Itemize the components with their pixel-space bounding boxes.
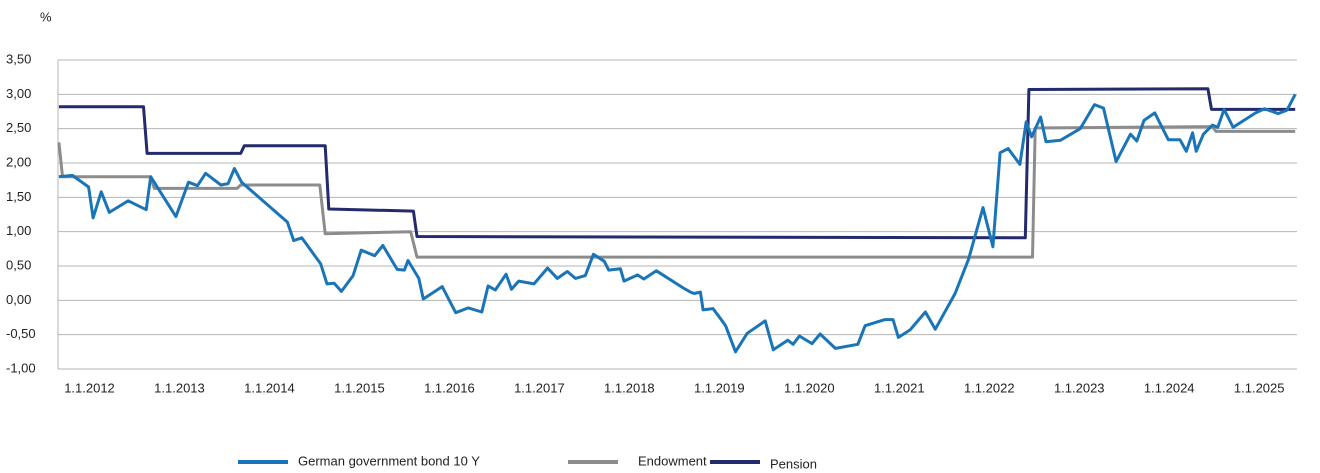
x-tick-label: 1.1.2015 (334, 380, 385, 395)
x-tick-label: 1.1.2019 (694, 380, 745, 395)
legend-label: Pension (770, 456, 817, 471)
y-tick-label: -1,00 (6, 360, 36, 375)
x-tick-label: 1.1.2016 (424, 380, 475, 395)
y-tick-label: 3,00 (6, 86, 31, 101)
y-tick-label: 2,50 (6, 120, 31, 135)
y-tick-label: 0,50 (6, 257, 31, 272)
y-tick-label: 3,50 (6, 51, 31, 66)
y-tick-label: 1,50 (6, 189, 31, 204)
x-tick-label: 1.1.2018 (604, 380, 655, 395)
x-tick-label: 1.1.2014 (244, 380, 295, 395)
x-tick-label: 1.1.2013 (154, 380, 205, 395)
x-tick-label: 1.1.2025 (1234, 380, 1285, 395)
y-tick-label: 2,00 (6, 154, 31, 169)
x-tick-label: 1.1.2021 (874, 380, 925, 395)
legend-label: Endowment (638, 453, 707, 468)
x-tick-label: 1.1.2017 (514, 380, 565, 395)
y-tick-label: -0,50 (6, 326, 36, 341)
y-axis-label: % (40, 9, 52, 24)
series-line (58, 87, 1296, 240)
x-tick-label: 1.1.2024 (1144, 380, 1195, 395)
legend-label: German government bond 10 Y (298, 453, 480, 468)
y-tick-label: 1,00 (6, 223, 31, 238)
x-tick-label: 1.1.2023 (1054, 380, 1105, 395)
series-line (58, 93, 1297, 354)
x-tick-label: 1.1.2012 (64, 380, 115, 395)
y-tick-label: 0,00 (6, 292, 31, 307)
x-tick-label: 1.1.2020 (784, 380, 835, 395)
x-tick-label: 1.1.2022 (964, 380, 1015, 395)
